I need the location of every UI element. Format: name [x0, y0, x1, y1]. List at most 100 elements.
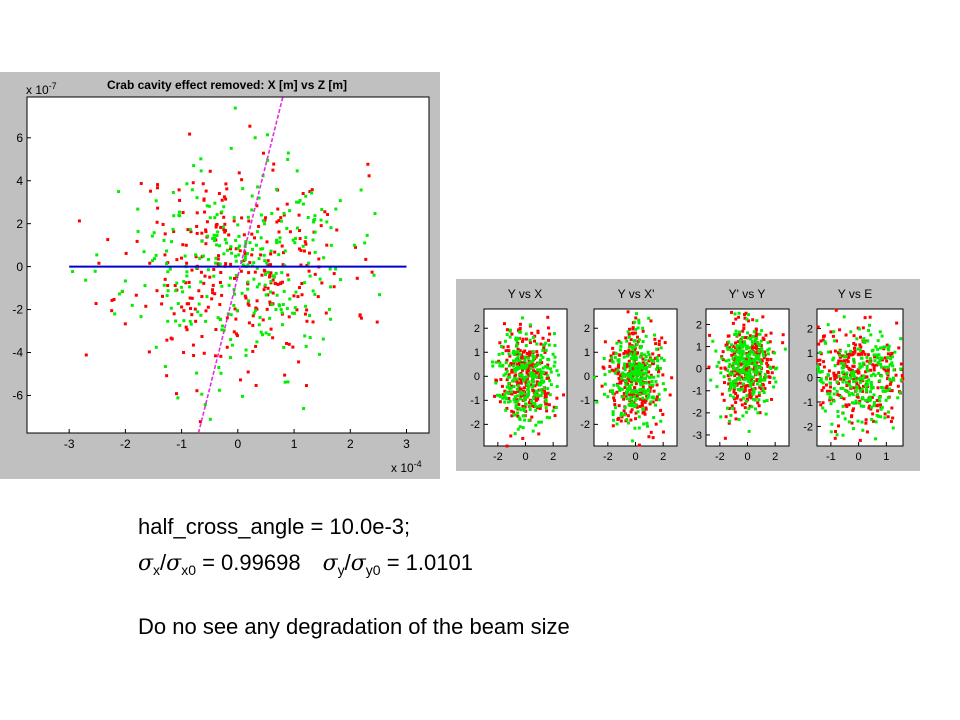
data-point [744, 368, 748, 372]
data-point [537, 388, 541, 392]
data-point [204, 230, 208, 234]
data-point [190, 296, 194, 300]
data-point [507, 400, 511, 404]
data-point [526, 365, 530, 369]
data-point [271, 274, 275, 278]
data-point [855, 376, 859, 380]
data-point [877, 371, 881, 375]
data-point [280, 311, 284, 315]
data-point [744, 371, 748, 375]
data-point [173, 284, 177, 288]
data-point [736, 369, 740, 373]
data-point [735, 367, 739, 371]
data-point [771, 365, 775, 369]
data-point [542, 343, 546, 347]
data-point [240, 216, 244, 220]
data-point [534, 404, 538, 408]
data-point [195, 389, 199, 393]
data-point [747, 356, 751, 360]
data-point [830, 422, 834, 426]
data-point [502, 373, 506, 377]
data-point [630, 383, 634, 387]
data-point [185, 182, 189, 186]
data-point [880, 334, 884, 338]
data-point [545, 402, 549, 406]
data-point [637, 361, 641, 365]
data-point [229, 245, 233, 249]
data-point [539, 403, 543, 407]
data-point [753, 361, 757, 365]
data-point [743, 363, 747, 367]
data-point [883, 365, 887, 369]
data-point [523, 418, 527, 422]
data-point [611, 389, 615, 393]
data-point [508, 391, 512, 395]
data-point [617, 377, 621, 381]
data-point [518, 358, 522, 362]
data-point [540, 370, 544, 374]
data-point [643, 399, 647, 403]
data-point [734, 417, 738, 421]
data-point [303, 334, 307, 338]
data-point [224, 262, 228, 266]
data-point [859, 404, 863, 408]
data-point [872, 353, 876, 357]
data-point [166, 270, 170, 274]
data-point [735, 372, 739, 376]
y-tick-label: 6 [16, 131, 23, 145]
data-point [627, 359, 631, 363]
data-point [147, 350, 151, 354]
data-point [293, 306, 297, 310]
data-point [775, 366, 779, 370]
data-point [752, 352, 756, 356]
data-point [861, 428, 865, 432]
data-point [518, 349, 522, 353]
data-point [178, 323, 182, 327]
data-point [638, 380, 642, 384]
data-point [856, 347, 860, 351]
data-point [189, 307, 193, 311]
data-point [754, 372, 758, 376]
data-point [219, 354, 223, 358]
data-point [642, 422, 646, 426]
data-point [832, 371, 836, 375]
data-point [851, 352, 855, 356]
data-point [134, 293, 138, 297]
data-point [781, 341, 785, 345]
data-point [731, 321, 735, 325]
data-point [233, 106, 237, 110]
data-point [638, 355, 642, 359]
data-point [634, 316, 638, 320]
data-point [644, 407, 648, 411]
data-point [766, 341, 770, 345]
data-point [745, 344, 749, 348]
data-point [499, 344, 503, 348]
data-point [529, 372, 533, 376]
data-point [645, 365, 649, 369]
data-point [754, 354, 758, 358]
data-point [200, 231, 204, 235]
data-point [850, 401, 854, 405]
data-point [267, 333, 271, 337]
data-point [610, 356, 614, 360]
data-point [195, 211, 199, 215]
data-point [657, 342, 661, 346]
data-point [734, 379, 738, 383]
data-point [123, 322, 127, 326]
data-point [868, 404, 872, 408]
data-point [219, 318, 223, 322]
data-point [210, 297, 214, 301]
data-point [742, 357, 746, 361]
data-point [313, 292, 317, 296]
data-point [634, 327, 638, 331]
data-point [616, 368, 620, 372]
data-point [639, 373, 643, 377]
data-point [617, 365, 621, 369]
data-point [832, 399, 836, 403]
data-point [731, 372, 735, 376]
data-point [211, 291, 215, 295]
data-point [513, 432, 517, 436]
data-point [862, 374, 866, 378]
data-point [503, 389, 507, 393]
data-point [228, 356, 232, 360]
